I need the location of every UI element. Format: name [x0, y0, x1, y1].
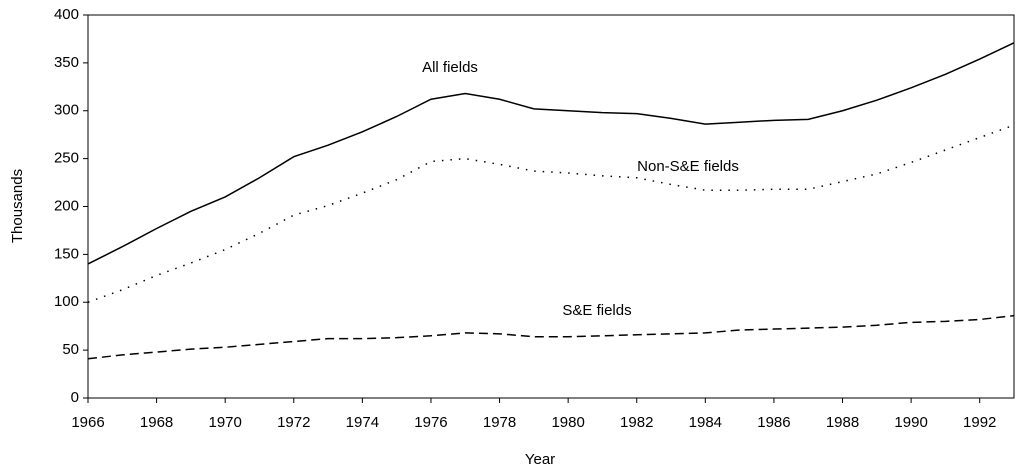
series-label: All fields: [422, 59, 478, 76]
series-line: [87, 42, 1015, 265]
x-tick-label: 1972: [277, 414, 310, 431]
y-tick-label: 50: [62, 341, 79, 358]
y-tick-label: 200: [54, 197, 79, 214]
x-tick-label: 1976: [414, 414, 447, 431]
x-tick-label: 1992: [963, 414, 996, 431]
x-tick-label: 1986: [757, 414, 790, 431]
plot-frame: [87, 14, 1015, 399]
y-tick-label: 350: [54, 54, 79, 71]
x-tick-label: 1982: [620, 414, 653, 431]
series-line: [87, 314, 1015, 360]
series-label: Non-S&E fields: [637, 158, 739, 175]
y-tick-label: 0: [71, 389, 79, 406]
x-tick-label: 1966: [71, 414, 104, 431]
x-tick-label: 1984: [689, 414, 722, 431]
y-tick-label: 150: [54, 245, 79, 262]
x-tick-label: 1980: [551, 414, 584, 431]
y-tick-label: 300: [54, 102, 79, 119]
x-axis-label: Year: [525, 451, 555, 468]
x-tick-label: 1990: [894, 414, 927, 431]
y-tick-label: 100: [54, 293, 79, 310]
x-tick-label: 1970: [208, 414, 241, 431]
y-tick-label: 250: [54, 150, 79, 167]
x-tick-label: 1988: [826, 414, 859, 431]
y-axis-label: Thousands: [9, 169, 26, 243]
x-tick-label: 1978: [483, 414, 516, 431]
series-label: S&E fields: [562, 302, 631, 319]
x-tick-label: 1974: [346, 414, 379, 431]
y-tick-label: 400: [54, 6, 79, 23]
x-tick-label: 1968: [140, 414, 173, 431]
series-line: [87, 124, 1015, 303]
